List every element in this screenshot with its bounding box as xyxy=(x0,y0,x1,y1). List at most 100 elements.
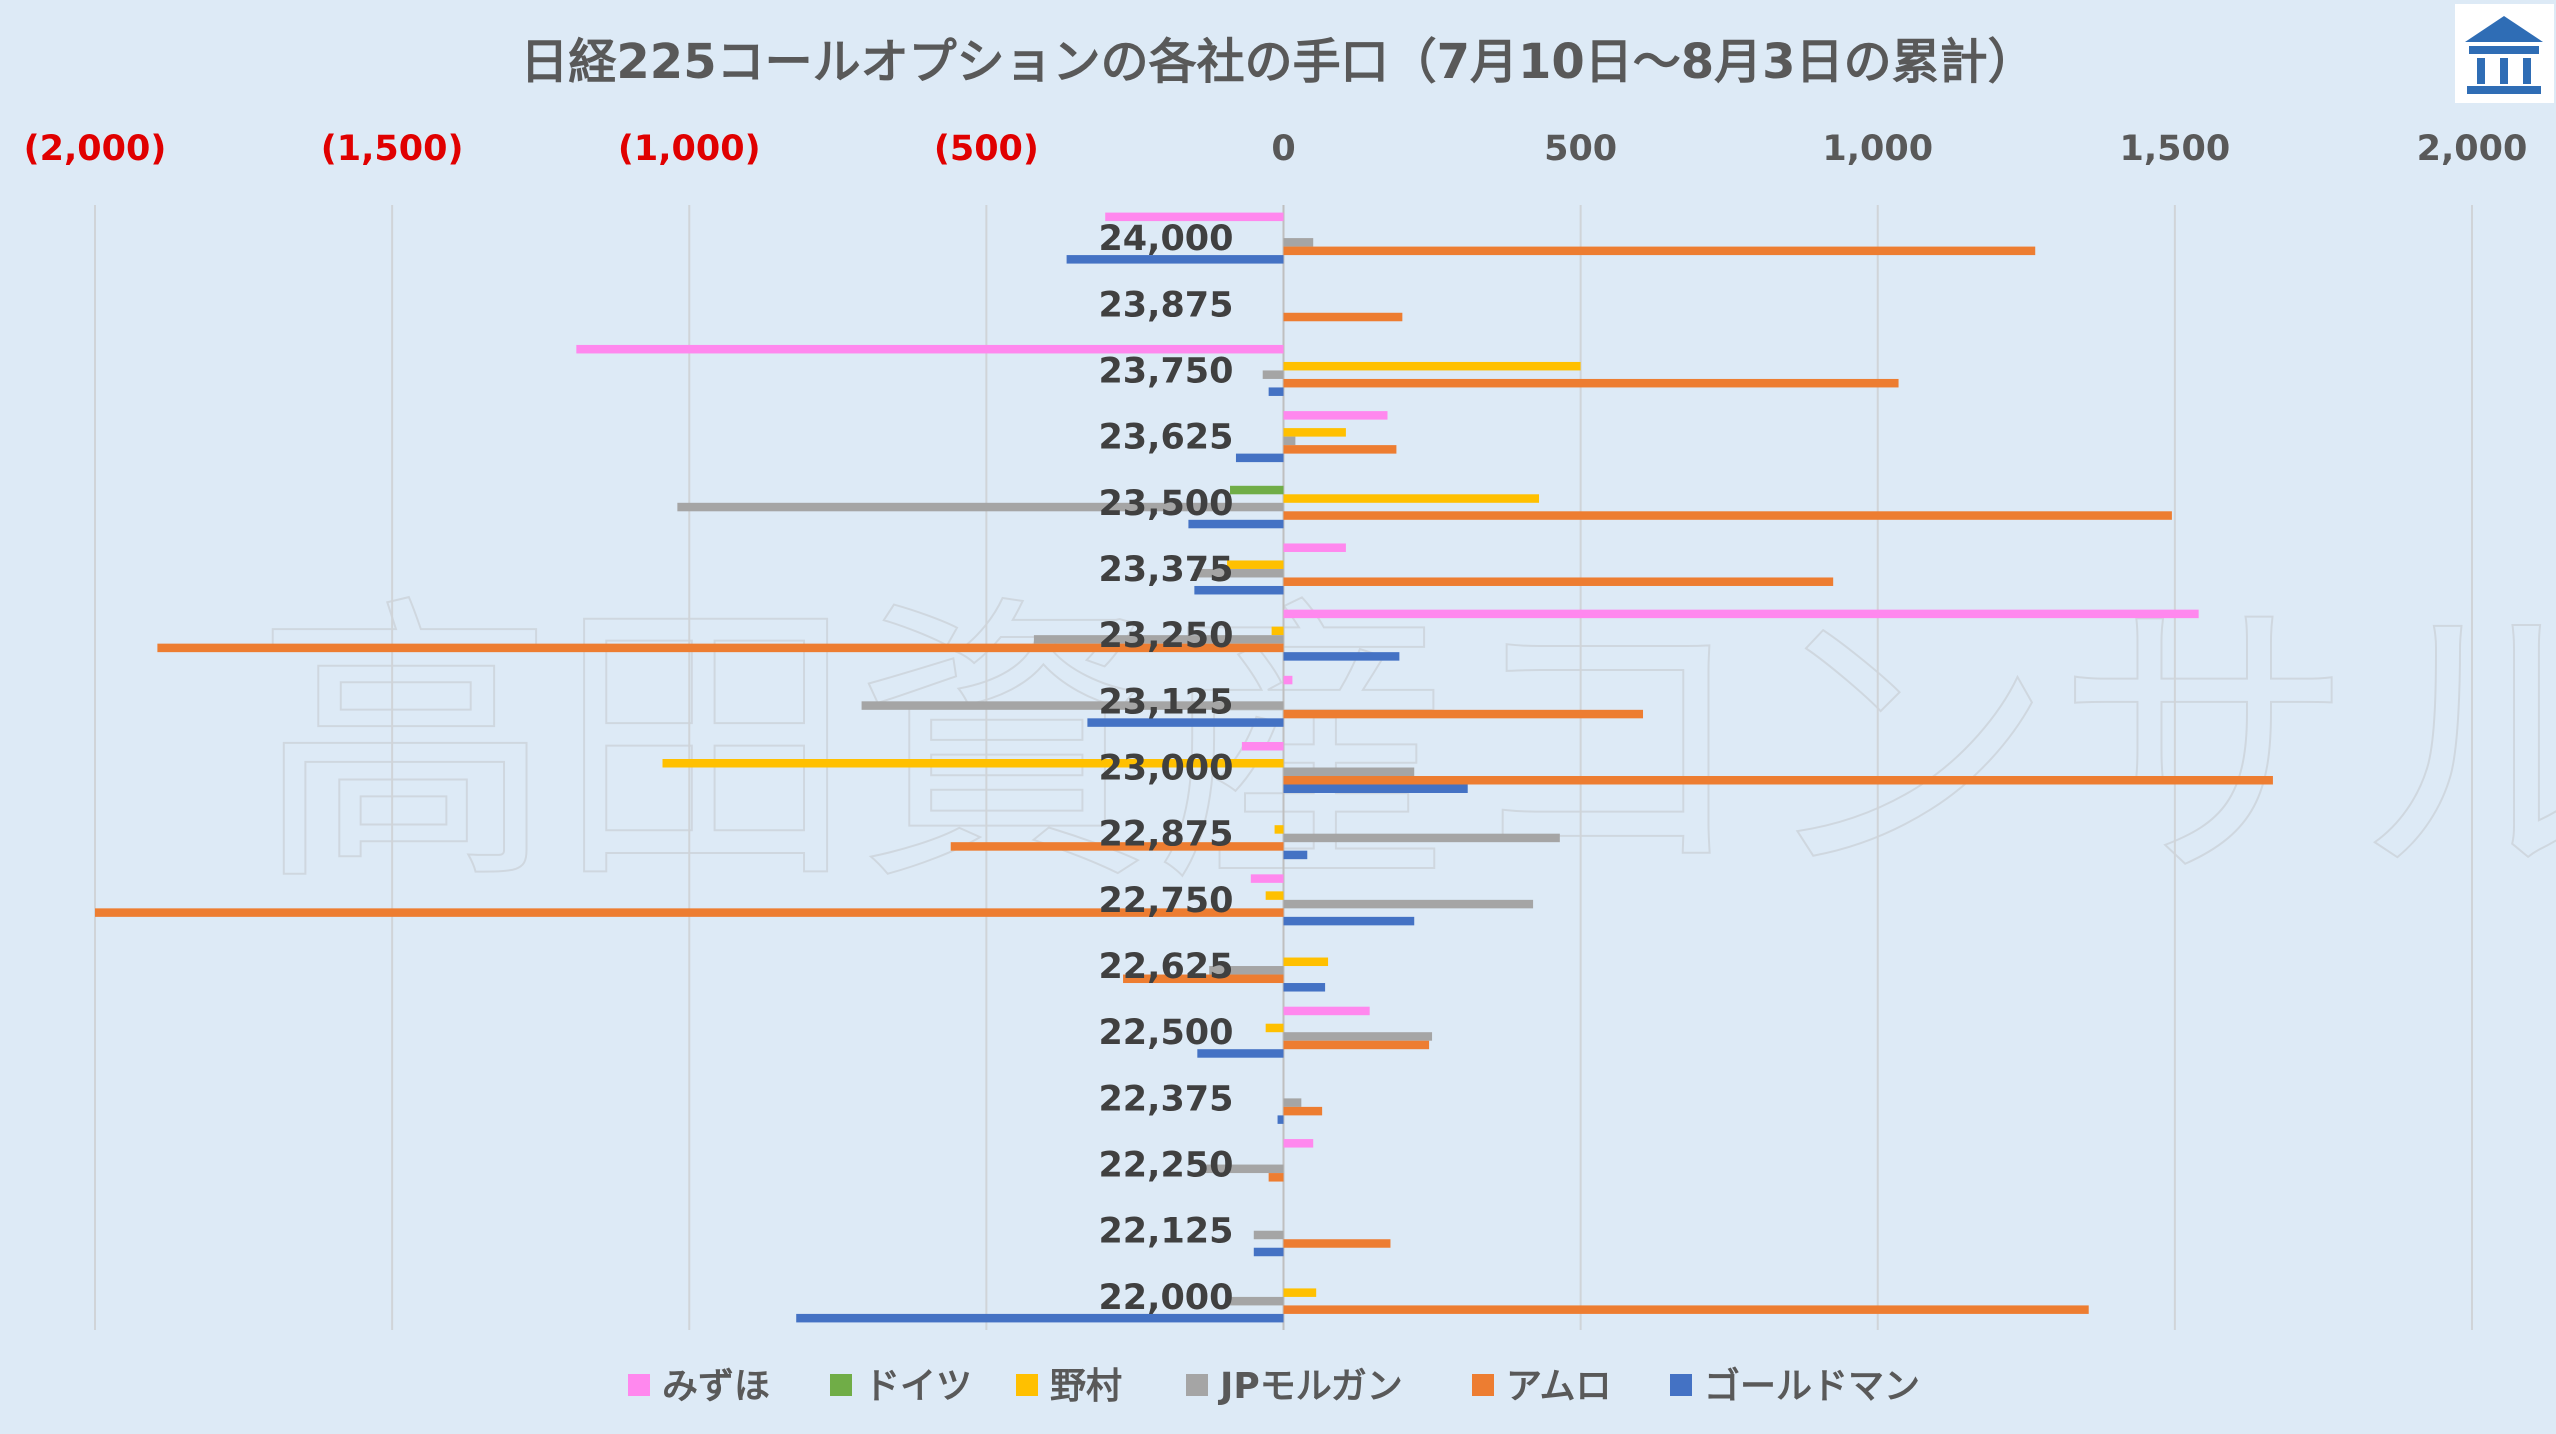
bar xyxy=(677,502,1284,512)
x-tick-label: 1,000 xyxy=(1822,129,1933,169)
legend-swatch xyxy=(1016,1374,1038,1396)
bar xyxy=(1283,609,2199,619)
bar xyxy=(1265,1023,1284,1033)
category-label: 23,500 xyxy=(1098,484,1233,524)
bar xyxy=(1283,312,1403,322)
category-labels: 24,000 23,875 23,750 23,625 23,500 23,375 23,2… xyxy=(1098,219,1233,1318)
bar xyxy=(1283,833,1560,843)
x-tick-label: 500 xyxy=(1544,129,1617,169)
bar xyxy=(1277,1115,1284,1124)
bar xyxy=(576,344,1284,354)
category-label: 23,375 xyxy=(1098,550,1233,590)
bar xyxy=(1265,891,1284,900)
legend-swatch xyxy=(1186,1374,1208,1396)
bar xyxy=(950,842,1284,851)
bar xyxy=(1283,1305,2089,1314)
bar xyxy=(1283,411,1388,420)
legend-label: ゴールドマン xyxy=(1704,1365,1920,1407)
bar xyxy=(1283,957,1329,967)
bar xyxy=(1283,776,2273,785)
bar xyxy=(1283,652,1400,661)
category-label: 23,000 xyxy=(1098,749,1233,789)
category-label: 23,625 xyxy=(1098,418,1233,458)
bar xyxy=(1230,485,1284,495)
bar xyxy=(1200,1164,1284,1174)
bar xyxy=(1033,635,1284,644)
bar xyxy=(1250,874,1284,883)
category-label: 24,000 xyxy=(1098,219,1233,259)
bar xyxy=(1253,1230,1284,1240)
bar xyxy=(1283,361,1581,371)
x-tick-label: (1,000) xyxy=(618,129,761,169)
bar xyxy=(1283,436,1296,446)
bar xyxy=(1227,560,1284,569)
bar xyxy=(1274,825,1284,834)
bar xyxy=(1197,1049,1284,1058)
category-label: 22,250 xyxy=(1098,1146,1233,1186)
bar xyxy=(1241,742,1284,751)
legend-swatch xyxy=(830,1374,852,1396)
bar xyxy=(662,759,1284,768)
bar xyxy=(1283,850,1308,860)
bar xyxy=(1283,983,1326,992)
bar xyxy=(1283,1006,1370,1016)
bar xyxy=(1283,784,1468,793)
bar xyxy=(1283,494,1540,503)
bar xyxy=(1194,568,1284,578)
bar xyxy=(1283,378,1899,388)
bar xyxy=(1066,255,1284,264)
bar xyxy=(1268,1173,1284,1182)
chart-title: 日経225コールオプションの各社の手口（7月10日～8月3日の累計） xyxy=(520,34,2035,90)
bar xyxy=(1271,626,1284,636)
x-tick-label: 2,000 xyxy=(2417,129,2528,169)
bar xyxy=(1283,577,1834,586)
bar xyxy=(1209,966,1284,975)
legend-label: 野村 xyxy=(1050,1366,1122,1407)
bar xyxy=(1283,1139,1314,1148)
legend-label: みずほ xyxy=(662,1366,770,1407)
bar xyxy=(1253,1247,1284,1257)
bar xyxy=(95,908,1284,917)
bar xyxy=(861,701,1284,710)
bar xyxy=(1283,1098,1302,1107)
bar xyxy=(1123,974,1284,984)
legend-label: JPモルガン xyxy=(1217,1366,1403,1407)
bar xyxy=(1262,370,1284,379)
bar xyxy=(1283,675,1293,685)
bar xyxy=(1283,511,2172,520)
bar xyxy=(1283,767,1415,776)
bar xyxy=(1283,1032,1433,1041)
category-label: 22,500 xyxy=(1098,1013,1233,1053)
category-label: 23,750 xyxy=(1098,351,1233,391)
bar xyxy=(1283,1288,1317,1297)
bar xyxy=(1194,585,1284,595)
bar xyxy=(796,1313,1284,1323)
category-label: 22,000 xyxy=(1098,1278,1233,1318)
bar xyxy=(157,643,1284,653)
category-label: 22,750 xyxy=(1098,881,1233,921)
bar xyxy=(1227,1296,1284,1306)
legend-swatch xyxy=(1472,1374,1494,1396)
bar xyxy=(1268,387,1284,396)
bar xyxy=(1283,1106,1323,1116)
bar xyxy=(1283,543,1346,552)
category-label: 22,375 xyxy=(1098,1079,1233,1119)
bar xyxy=(1087,718,1284,727)
bar xyxy=(1283,428,1346,437)
x-tick-label: 0 xyxy=(1271,129,1295,169)
watermark: 高田資産コンサル xyxy=(255,572,2556,921)
bar xyxy=(1283,916,1415,926)
bar xyxy=(1283,445,1397,454)
category-label: 23,250 xyxy=(1098,616,1233,656)
bar xyxy=(1283,1040,1430,1050)
bars xyxy=(95,212,2273,1323)
legend-label: アムロ xyxy=(1506,1366,1611,1407)
bar xyxy=(1235,453,1284,463)
bar xyxy=(1188,519,1284,529)
x-axis-ticks: (2,000) (1,500) (1,000) (500) 0 500 1,000 1,500… xyxy=(24,129,2528,169)
legend-item: 野村 xyxy=(1016,1366,1122,1407)
x-tick-label: (2,000) xyxy=(24,129,167,169)
bar xyxy=(1283,1239,1391,1248)
bar xyxy=(1283,709,1644,719)
